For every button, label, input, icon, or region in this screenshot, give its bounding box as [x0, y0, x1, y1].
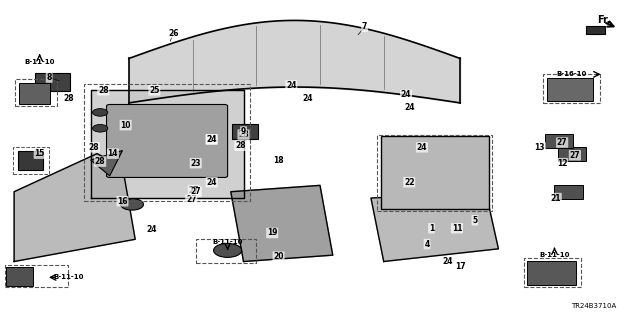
- FancyBboxPatch shape: [18, 151, 43, 170]
- FancyBboxPatch shape: [586, 26, 605, 34]
- Text: 28: 28: [98, 86, 109, 95]
- Polygon shape: [231, 185, 333, 261]
- Text: 11: 11: [452, 224, 462, 233]
- Text: B-11-10: B-11-10: [212, 239, 243, 245]
- Text: 16: 16: [117, 197, 128, 206]
- Circle shape: [93, 108, 108, 116]
- Circle shape: [214, 244, 242, 257]
- Text: 24: 24: [302, 94, 312, 103]
- Text: 24: 24: [207, 135, 217, 144]
- Text: 24: 24: [401, 91, 412, 100]
- Text: 17: 17: [455, 262, 465, 271]
- Bar: [84, 84, 250, 201]
- Polygon shape: [91, 90, 244, 198]
- Bar: [543, 74, 600, 103]
- FancyBboxPatch shape: [554, 185, 582, 199]
- FancyBboxPatch shape: [35, 73, 70, 91]
- Text: 24: 24: [207, 178, 217, 187]
- FancyBboxPatch shape: [527, 261, 575, 285]
- Text: 1: 1: [429, 224, 434, 233]
- Text: 10: 10: [120, 121, 131, 130]
- FancyBboxPatch shape: [545, 134, 573, 148]
- Text: 27: 27: [191, 187, 201, 196]
- Text: 24: 24: [417, 143, 428, 152]
- Text: 28: 28: [238, 130, 249, 139]
- Text: 22: 22: [404, 178, 415, 187]
- Text: Fr.: Fr.: [597, 15, 611, 25]
- Bar: [13, 147, 49, 174]
- Text: 23: 23: [191, 159, 201, 168]
- Text: 28: 28: [235, 141, 246, 150]
- Polygon shape: [14, 154, 135, 261]
- Text: 8: 8: [47, 73, 52, 82]
- Circle shape: [93, 124, 108, 132]
- Text: 20: 20: [273, 252, 284, 261]
- Text: 21: 21: [550, 194, 561, 203]
- Text: 12: 12: [557, 159, 568, 168]
- Text: 27: 27: [570, 151, 580, 160]
- Text: 5: 5: [472, 216, 477, 225]
- Text: 15: 15: [35, 149, 45, 158]
- Text: B-11-10: B-11-10: [53, 274, 84, 280]
- FancyBboxPatch shape: [557, 147, 586, 161]
- Text: 27: 27: [186, 195, 196, 204]
- Text: 9: 9: [241, 127, 246, 136]
- Text: 28: 28: [88, 143, 99, 152]
- Text: 24: 24: [404, 103, 415, 112]
- Text: 18: 18: [273, 156, 284, 164]
- Bar: [196, 239, 256, 263]
- Circle shape: [120, 199, 143, 210]
- Bar: [4, 265, 68, 287]
- Text: B-16-10: B-16-10: [557, 71, 587, 77]
- Polygon shape: [91, 150, 122, 176]
- Text: 4: 4: [424, 240, 429, 249]
- Text: 24: 24: [207, 135, 217, 144]
- Text: 27: 27: [557, 138, 568, 147]
- Text: TR24B3710A: TR24B3710A: [571, 303, 616, 309]
- Polygon shape: [371, 192, 499, 261]
- Text: 28: 28: [63, 94, 74, 103]
- Text: B-11-10: B-11-10: [540, 252, 570, 258]
- Text: 19: 19: [267, 228, 278, 237]
- FancyBboxPatch shape: [19, 83, 51, 104]
- FancyBboxPatch shape: [106, 105, 228, 178]
- Text: 14: 14: [108, 149, 118, 158]
- FancyBboxPatch shape: [232, 124, 258, 139]
- Text: 13: 13: [534, 143, 545, 152]
- Bar: [15, 79, 57, 106]
- Bar: [378, 135, 492, 211]
- Text: 24: 24: [146, 225, 156, 234]
- Text: 24: 24: [286, 81, 296, 90]
- Text: 24: 24: [442, 257, 452, 266]
- Bar: [524, 258, 581, 287]
- Text: 28: 28: [95, 157, 106, 166]
- FancyBboxPatch shape: [6, 267, 33, 286]
- Text: 7: 7: [362, 22, 367, 31]
- FancyBboxPatch shape: [547, 78, 593, 101]
- Text: 26: 26: [168, 28, 179, 38]
- Text: 25: 25: [149, 86, 159, 95]
- Text: B-11-10: B-11-10: [24, 59, 55, 65]
- FancyBboxPatch shape: [381, 136, 489, 209]
- Text: 27: 27: [189, 186, 199, 195]
